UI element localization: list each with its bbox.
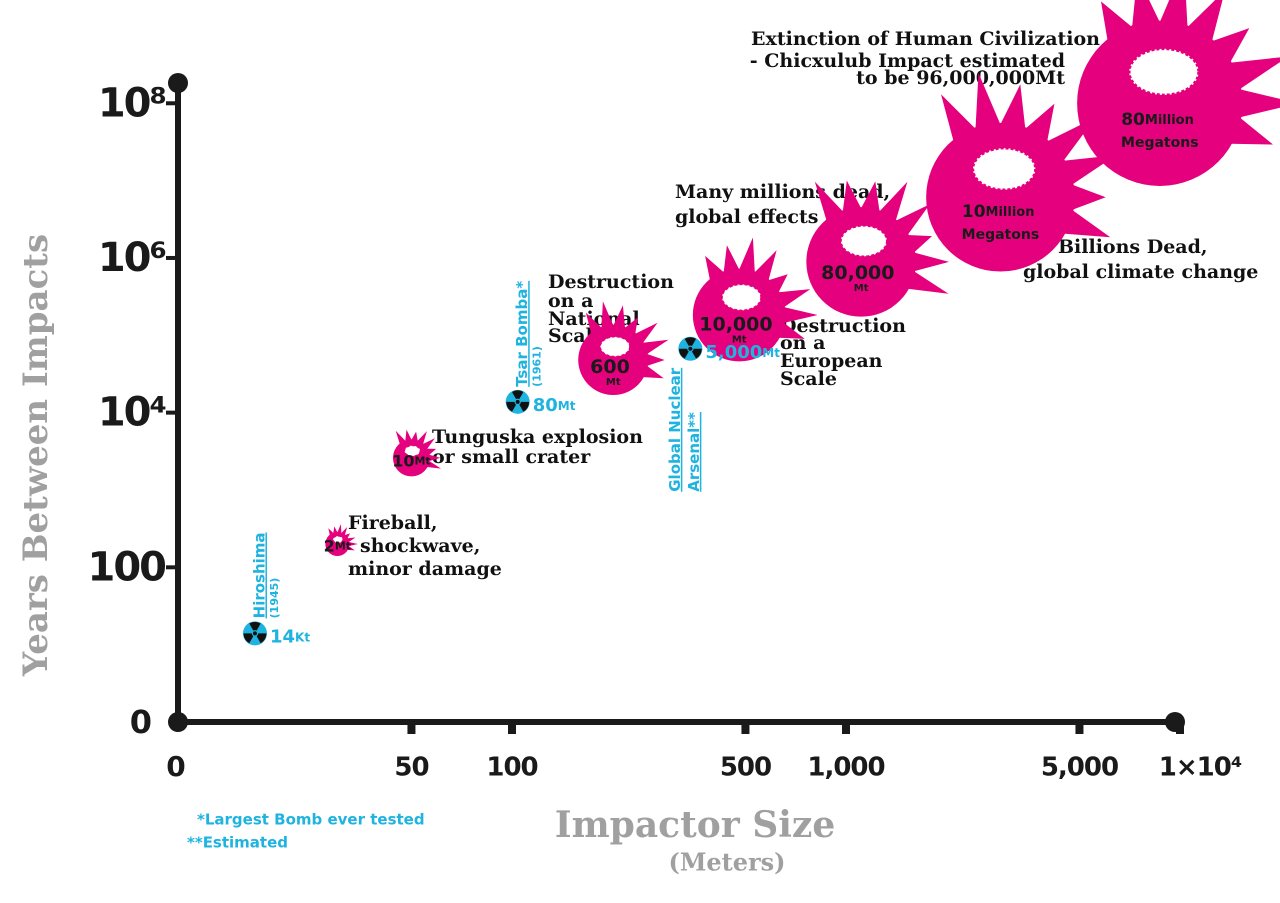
- trefoil: [249, 621, 261, 634]
- x-axis-unit: (Meters): [668, 848, 785, 877]
- annotation: global climate change: [1023, 261, 1258, 283]
- annotation: - Chicxulub Impact estimated: [750, 50, 1065, 72]
- trefoil: [254, 633, 267, 644]
- y-tick-label: 10⁴: [98, 390, 166, 436]
- size-label: 5,000Mt: [705, 342, 780, 363]
- size-label: 80,000 Mt: [821, 261, 901, 294]
- bomb-date: (1945): [268, 578, 281, 619]
- impact-circle: [692, 268, 786, 362]
- trefoil: [684, 337, 697, 349]
- y-origin-label: 0: [130, 703, 152, 741]
- size-label: 2Mt: [324, 536, 351, 555]
- trefoil: [517, 401, 530, 412]
- bomb-label: Hiroshima: [250, 532, 268, 618]
- size-label: 10,000 Mt: [699, 313, 779, 346]
- axis-end: [168, 73, 188, 93]
- annotation: shockwave,: [360, 535, 480, 557]
- annotation: or small crater: [432, 446, 591, 468]
- y-tick-label: 10⁸: [98, 80, 166, 126]
- trefoil-core: [515, 399, 520, 404]
- impact-circle: [1077, 20, 1243, 186]
- impact-circle: [806, 207, 916, 317]
- annotation: minor damage: [348, 558, 502, 580]
- size-label: 10Million Megatons: [962, 202, 1040, 243]
- annotation: to be 96,000,000Mt: [856, 67, 1065, 89]
- x-tick: [1075, 720, 1084, 734]
- trefoil: [690, 348, 702, 359]
- impact: 2Mt: [324, 524, 358, 557]
- annotation: Fireball,: [348, 512, 437, 534]
- x-tick: [842, 720, 850, 734]
- x-tick-label: 50: [394, 753, 428, 783]
- impact: 80,000 Mt: [806, 180, 949, 317]
- y-axis-title: Years Between Impacts: [16, 234, 56, 677]
- y-tick-label: 100: [88, 544, 166, 590]
- x-axis-title: Impactor Size: [555, 804, 836, 846]
- bomb: 5,000Mt Global Nuclear Arsenal**: [666, 336, 780, 492]
- x-tick: [508, 720, 516, 734]
- annotation: Extinction of Human Civilization: [751, 28, 1100, 50]
- x-tick-label: 1×10⁴: [1159, 753, 1242, 783]
- size-label: 80Mt: [533, 395, 576, 416]
- bomb-date: (1961): [531, 346, 544, 387]
- trefoil-core: [252, 631, 257, 636]
- impact: 10Million Megatons: [926, 73, 1117, 272]
- impact-circle: [926, 122, 1075, 272]
- asteroid: [404, 445, 421, 457]
- x-origin-label: 0: [166, 750, 185, 783]
- trefoil: [511, 390, 524, 402]
- x-tick-label: 1,000: [807, 753, 884, 783]
- bomb-label: Global Nuclear: [666, 367, 684, 492]
- axis-origin: [168, 712, 188, 732]
- trefoil-core: [688, 346, 693, 351]
- annotation: Billions Dead,: [1058, 236, 1208, 258]
- annotation: European: [780, 350, 883, 372]
- x-tick-label: 500: [720, 753, 771, 783]
- size-label: 600 Mt: [590, 355, 636, 388]
- size-label: 10Mt: [392, 451, 430, 470]
- annotation: Many millions dead,: [675, 181, 890, 203]
- asteroid: [332, 535, 344, 544]
- x-tick: [1176, 720, 1184, 734]
- bomb-label: Arsenal**: [685, 412, 703, 492]
- asteroid: [971, 146, 1037, 192]
- x-tick-label: 100: [486, 753, 537, 783]
- x-tick-label: 5,000: [1041, 753, 1118, 783]
- impact-circle: [392, 439, 430, 477]
- impact: 10,000 Mt: [692, 237, 818, 362]
- asteroid: [1127, 47, 1201, 97]
- size-label: 80Million Megatons: [1121, 110, 1199, 151]
- trefoil: [243, 633, 255, 644]
- x-tick: [407, 720, 416, 734]
- annotation: Destruction: [780, 315, 906, 337]
- impact: 600 Mt: [578, 301, 669, 395]
- impact: 80Million Megatons: [1077, 0, 1280, 186]
- y-tick-label: 10⁶: [98, 235, 166, 281]
- x-tick: [741, 720, 750, 734]
- asteroid: [599, 336, 631, 358]
- annotation: Destruction: [548, 271, 674, 293]
- impact: 10Mt: [392, 429, 441, 477]
- annotation: Tunguska explosion: [432, 426, 643, 448]
- impact-circle: [325, 532, 350, 557]
- trefoil: [678, 348, 691, 359]
- trefoil: [506, 401, 518, 412]
- footnote: *Largest Bomb ever tested: [197, 811, 425, 829]
- bomb-label: Tsar Bomba*: [513, 281, 531, 387]
- asteroid: [721, 283, 762, 312]
- annotation: Scale: [780, 368, 837, 390]
- impact-circle: [578, 324, 649, 395]
- annotation: global effects: [675, 206, 818, 228]
- size-label: 14Kt: [270, 626, 310, 647]
- footnote: **Estimated: [187, 834, 288, 852]
- annotation: on a: [548, 290, 593, 312]
- asteroid: [839, 224, 888, 258]
